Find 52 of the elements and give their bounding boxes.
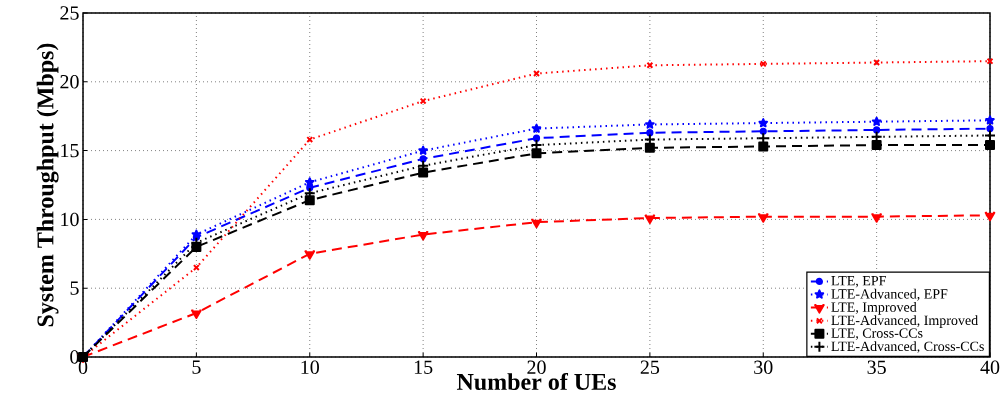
y-tick-label: 20 [60,75,79,89]
point [757,213,769,223]
point [871,213,882,223]
point [871,116,882,126]
point [645,119,655,129]
point [985,140,995,151]
point [646,129,654,137]
point [531,218,542,229]
x-tick-label: 30 [754,360,773,375]
y-axis-title: System Throughput (Mbps) [36,43,59,327]
x-tick-label: 20 [527,360,546,375]
x-tick-label: 15 [414,360,433,374]
point [191,229,202,239]
x-tick-label: 10 [301,360,319,375]
legend-label: LTE-Advanced, EPF [831,288,948,301]
y-tick-label: 10 [61,212,79,227]
point [419,97,427,105]
point [304,250,316,260]
legend-label: LTE, EPF [831,276,886,288]
point [418,167,429,178]
legend-label: LTE, Improved [831,301,917,315]
legend-label: LTE-Advanced, Improved [831,315,978,328]
point [759,127,767,135]
y-tick-label: 5 [70,281,79,295]
point [759,60,767,68]
point [984,211,996,222]
point [758,141,769,152]
point [532,134,541,142]
point [758,118,769,128]
point [646,61,654,69]
point [985,115,995,125]
y-tick-label: 15 [61,143,79,158]
point [986,124,994,133]
legend-label: LTE, Cross-CCs [831,328,923,340]
point [191,309,202,319]
legend-label: LTE-Advanced, Cross-CCs [831,341,984,354]
point [304,177,315,187]
point [644,214,656,225]
point [418,145,428,155]
x-tick-label: 25 [640,360,660,374]
point [531,148,542,159]
x-tick-label: 40 [980,360,1000,375]
point [644,142,655,153]
point [417,231,429,241]
point [986,57,994,65]
point [871,140,882,151]
point [304,195,315,206]
x-tick-label: 5 [192,360,201,374]
y-tick-label: 25 [60,6,79,20]
point [531,123,542,133]
x-tick-label: 35 [867,360,886,374]
point [419,155,427,163]
